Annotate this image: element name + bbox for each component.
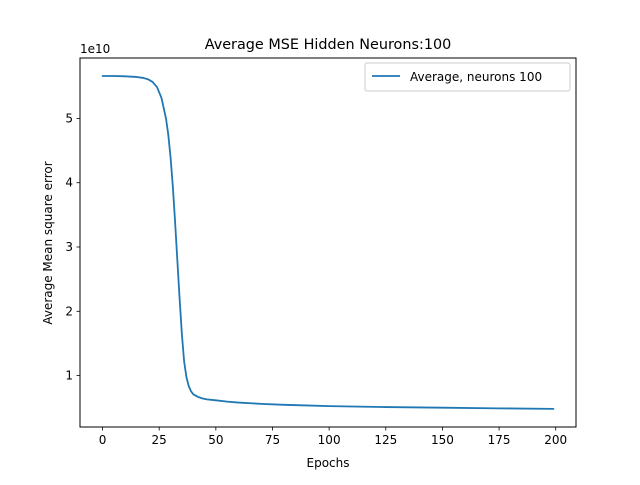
x-tick-label: 50	[208, 433, 223, 447]
chart-title: Average MSE Hidden Neurons:100	[205, 37, 452, 53]
y-tick-label: 3	[65, 240, 73, 254]
plot-layer	[101, 75, 555, 410]
x-tick-label: 25	[152, 433, 167, 447]
legend: Average, neurons 100	[364, 62, 571, 92]
y-tick-label: 5	[65, 111, 73, 125]
legend-label: Average, neurons 100	[410, 70, 542, 84]
y-tick-label: 4	[65, 176, 73, 190]
x-tick-label: 125	[374, 433, 397, 447]
y-tick-label: 1	[65, 369, 73, 383]
y-tick-label: 2	[65, 304, 73, 318]
x-tick-label: 0	[99, 433, 107, 447]
y-offset-label: 1e10	[80, 42, 110, 56]
x-tick-label: 100	[318, 433, 341, 447]
series-line-0	[101, 75, 555, 410]
y-axis-label: Average Mean square error	[41, 161, 55, 324]
x-tick-label: 150	[431, 433, 454, 447]
legend-box	[364, 62, 571, 92]
x-tick-label: 200	[544, 433, 567, 447]
x-axis-label: Epochs	[307, 456, 350, 470]
ticks-layer: 0 25 50 75 100 125 150 175 200 1 2 3 4 5	[65, 111, 567, 447]
x-tick-label: 75	[265, 433, 280, 447]
plot-frame	[79, 57, 577, 428]
x-tick-label: 175	[488, 433, 511, 447]
